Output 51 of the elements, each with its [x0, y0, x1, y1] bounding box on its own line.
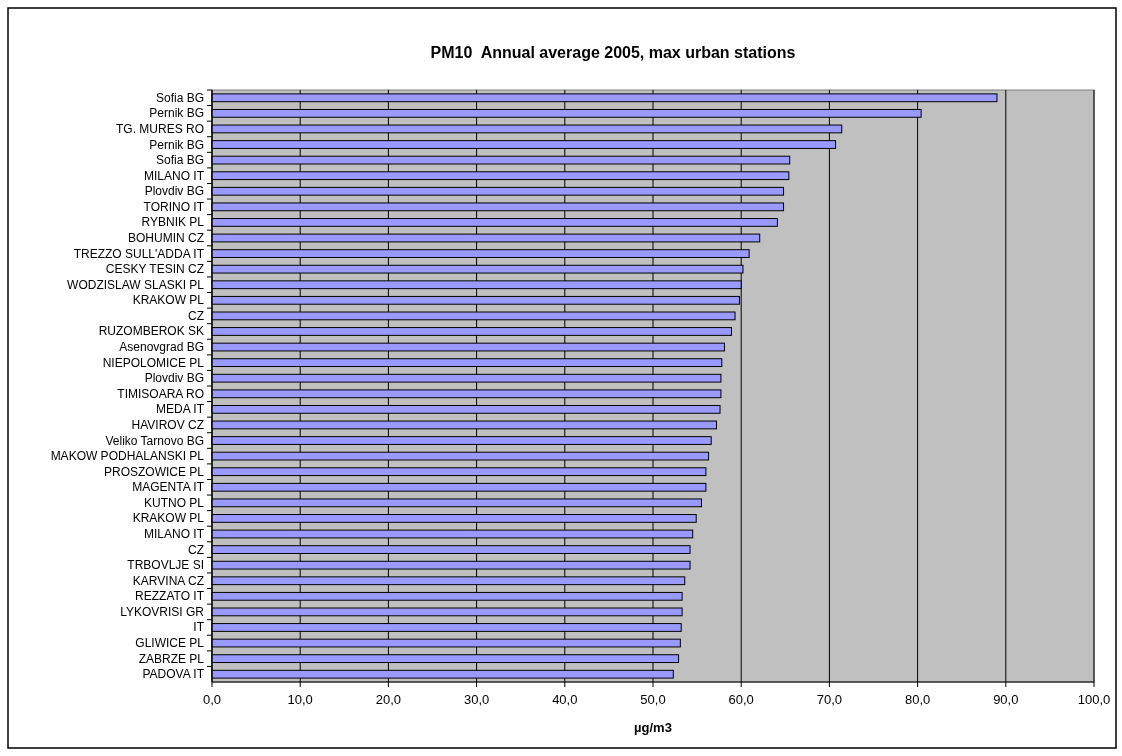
y-tick-label: Asenovgrad BG	[119, 340, 204, 355]
y-tick-label: TIMISOARA RO	[117, 386, 204, 401]
y-tick-label: Plovdiv BG	[144, 371, 204, 386]
y-tick-label: LYKOVRISI GR	[120, 604, 205, 619]
y-tick-label: CZ	[188, 308, 204, 323]
y-tick-label: WODZISLAW SLASKI PL	[67, 277, 205, 292]
x-tick-label: 30,0	[463, 692, 490, 707]
x-tick-label: 40,0	[552, 692, 578, 707]
y-tick-label: TREZZO SULL'ADDA IT	[73, 246, 205, 261]
y-tick-label: KUTNO PL	[143, 495, 205, 510]
y-tick-label: NIEPOLOMICE PL	[102, 355, 205, 370]
y-tick-label: MAGENTA IT	[132, 480, 205, 495]
y-tick-label: TORINO IT	[143, 199, 205, 214]
y-tick-label: HAVIROV CZ	[131, 417, 204, 432]
y-tick-label: CZ	[188, 542, 204, 557]
y-tick-label: REZZATO IT	[135, 589, 205, 604]
y-tick-label: RUZOMBEROK SK	[98, 324, 204, 339]
y-tick-label: ZABRZE PL	[138, 651, 205, 666]
y-tick-label: KARVINA CZ	[132, 573, 204, 588]
x-tick-label: 20,0	[375, 692, 402, 707]
y-tick-label: MILANO IT	[143, 527, 205, 541]
chart-title: PM10 Annual average 2005, max urban stations	[430, 44, 796, 61]
y-tick-label: KRAKOW PL	[132, 293, 205, 308]
y-tick-label: KRAKOW PL	[132, 511, 205, 526]
y-tick-label: IT	[193, 620, 205, 635]
y-tick-label: TRBOVLJE SI	[127, 558, 204, 573]
y-tick-label: BOHUMIN CZ	[128, 231, 204, 245]
y-tick-label: MEDA IT	[155, 402, 205, 417]
x-tick-label: 60,0	[728, 692, 754, 707]
y-tick-label: Plovdiv BG	[144, 184, 204, 199]
x-tick-label: 80,0	[904, 692, 931, 707]
y-tick-label: PADOVA IT	[142, 667, 205, 682]
x-tick-label: 100,0	[1077, 692, 1111, 707]
y-tick-label: MILANO IT	[143, 168, 205, 183]
x-tick-label: 90,0	[993, 692, 1019, 707]
y-tick-label: GLIWICE PL	[135, 636, 205, 651]
y-tick-label: CESKY TESIN CZ	[105, 262, 204, 277]
y-tick-label: MAKOW PODHALANSKI PL	[50, 449, 205, 464]
y-tick-label: RYBNIK PL	[141, 215, 205, 230]
x-axis-title: µg/m3	[634, 720, 672, 735]
y-tick-label: Pernik BG	[149, 106, 204, 121]
y-tick-label: Veliko Tarnovo BG	[105, 433, 204, 448]
y-tick-label: Pernik BG	[149, 137, 204, 152]
x-tick-label: 10,0	[287, 692, 313, 707]
y-tick-label: Sofia BG	[155, 153, 204, 168]
y-tick-label: TG. MURES RO	[115, 121, 204, 136]
x-tick-label: 0,0	[202, 692, 222, 707]
y-tick-label: Sofia BG	[155, 90, 204, 105]
x-tick-label: 50,0	[640, 692, 666, 707]
x-tick-label: 70,0	[816, 692, 843, 707]
y-tick-label: PROSZOWICE PL	[103, 464, 205, 479]
